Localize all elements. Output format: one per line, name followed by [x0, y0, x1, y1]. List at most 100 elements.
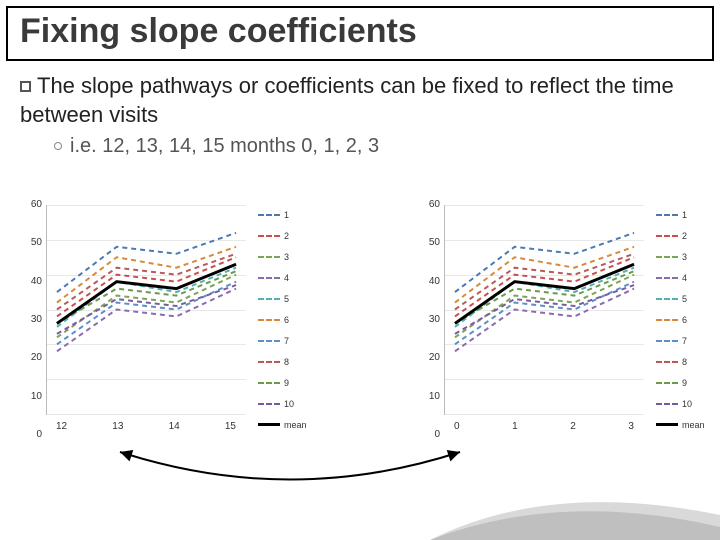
legend-item: 9 — [656, 372, 700, 393]
y-tick: 60 — [20, 200, 42, 210]
square-bullet-icon — [20, 81, 31, 92]
legend-swatch — [656, 403, 678, 405]
y-tick: 20 — [20, 353, 42, 363]
legend-label: 10 — [682, 399, 692, 409]
y-tick: 0 — [20, 430, 42, 440]
body-content: The slope pathways or coefficients can b… — [20, 72, 700, 158]
legend-swatch — [258, 403, 280, 405]
legend-label: 5 — [682, 294, 687, 304]
legend-label: 4 — [682, 273, 687, 283]
chart-right-xaxis: 0123 — [444, 421, 644, 432]
y-tick: 40 — [418, 277, 440, 287]
legend-item: 8 — [656, 351, 700, 372]
legend-swatch — [656, 256, 678, 258]
legend-item: 4 — [258, 267, 302, 288]
slide-title: Fixing slope coefficients — [20, 12, 700, 51]
legend-swatch — [656, 298, 678, 300]
legend-swatch — [656, 235, 678, 237]
chart-right-legend: 1 2 3 4 5 6 7 8 9 10 mean — [648, 200, 700, 440]
legend-item: 10 — [656, 393, 700, 414]
title-container: Fixing slope coefficients — [6, 6, 714, 61]
x-tick: 12 — [56, 421, 67, 432]
legend-item: 7 — [258, 330, 302, 351]
legend-swatch — [656, 214, 678, 216]
circle-bullet-icon — [54, 142, 62, 150]
legend-swatch — [656, 361, 678, 363]
legend-item: 6 — [258, 309, 302, 330]
x-tick: 15 — [225, 421, 236, 432]
legend-item: 3 — [258, 246, 302, 267]
legend-label: 8 — [284, 357, 289, 367]
legend-swatch — [258, 361, 280, 363]
legend-item: 3 — [656, 246, 700, 267]
legend-item: 5 — [656, 288, 700, 309]
y-tick: 10 — [418, 392, 440, 402]
legend-label: 6 — [682, 315, 687, 325]
legend-item: mean — [258, 414, 302, 435]
series-line — [57, 289, 236, 352]
legend-label: 8 — [682, 357, 687, 367]
legend-label: 5 — [284, 294, 289, 304]
y-tick: 50 — [20, 238, 42, 248]
y-tick: 40 — [20, 277, 42, 287]
chart-right-lines — [445, 205, 644, 414]
x-tick: 2 — [570, 421, 576, 432]
y-tick: 30 — [20, 315, 42, 325]
x-tick: 0 — [454, 421, 460, 432]
legend-swatch — [258, 423, 280, 426]
legend-swatch — [656, 382, 678, 384]
legend-label: 1 — [284, 210, 289, 220]
legend-label: 2 — [284, 231, 289, 241]
legend-item: 1 — [258, 204, 302, 225]
legend-item: 5 — [258, 288, 302, 309]
legend-swatch — [656, 423, 678, 426]
legend-item: mean — [656, 414, 700, 435]
legend-swatch — [258, 382, 280, 384]
y-tick: 10 — [20, 392, 42, 402]
main-bullet-text: The slope pathways or coefficients can b… — [20, 73, 674, 127]
legend-label: 10 — [284, 399, 294, 409]
chart-left-yaxis: 60 50 40 30 20 10 0 — [20, 200, 42, 440]
charts-container: 6050403020100 12131415 12345678910mean 6… — [20, 200, 700, 440]
legend-item: 4 — [656, 267, 700, 288]
y-tick: 60 — [418, 200, 440, 210]
y-tick: 50 — [418, 238, 440, 248]
legend-label: 3 — [682, 252, 687, 262]
legend-label: 9 — [682, 378, 687, 388]
series-line — [455, 289, 634, 352]
legend-item: 7 — [656, 330, 700, 351]
y-tick: 0 — [418, 430, 440, 440]
legend-swatch — [258, 235, 280, 237]
legend-item: 9 — [258, 372, 302, 393]
legend-item: 1 — [656, 204, 700, 225]
decorative-swoosh — [430, 485, 720, 540]
legend-item: 2 — [258, 225, 302, 246]
legend-label: 9 — [284, 378, 289, 388]
sub-bullet-text: i.e. 12, 13, 14, 15 months 0, 1, 2, 3 — [70, 135, 379, 157]
x-tick: 3 — [628, 421, 634, 432]
legend-swatch — [258, 298, 280, 300]
legend-label: mean — [682, 420, 705, 430]
chart-left-lines — [47, 205, 246, 414]
y-tick: 20 — [418, 353, 440, 363]
chart-left: 6050403020100 12131415 12345678910mean — [20, 200, 302, 440]
legend-label: mean — [284, 420, 307, 430]
legend-item: 2 — [656, 225, 700, 246]
legend-swatch — [258, 214, 280, 216]
legend-item: 8 — [258, 351, 302, 372]
legend-label: 7 — [284, 336, 289, 346]
x-tick: 13 — [112, 421, 123, 432]
chart-right-region — [444, 205, 644, 415]
chart-left-region — [46, 205, 246, 415]
sub-bullet: i.e. 12, 13, 14, 15 months 0, 1, 2, 3 — [54, 135, 700, 158]
legend-label: 3 — [284, 252, 289, 262]
chart-left-plot: 6050403020100 12131415 — [20, 200, 250, 440]
chart-right-yaxis: 6050403020100 — [418, 200, 440, 440]
legend-label: 7 — [682, 336, 687, 346]
legend-label: 4 — [284, 273, 289, 283]
main-bullet: The slope pathways or coefficients can b… — [20, 72, 700, 129]
legend-label: 2 — [682, 231, 687, 241]
chart-left-xaxis: 12131415 — [46, 421, 246, 432]
legend-swatch — [656, 340, 678, 342]
legend-item: 10 — [258, 393, 302, 414]
